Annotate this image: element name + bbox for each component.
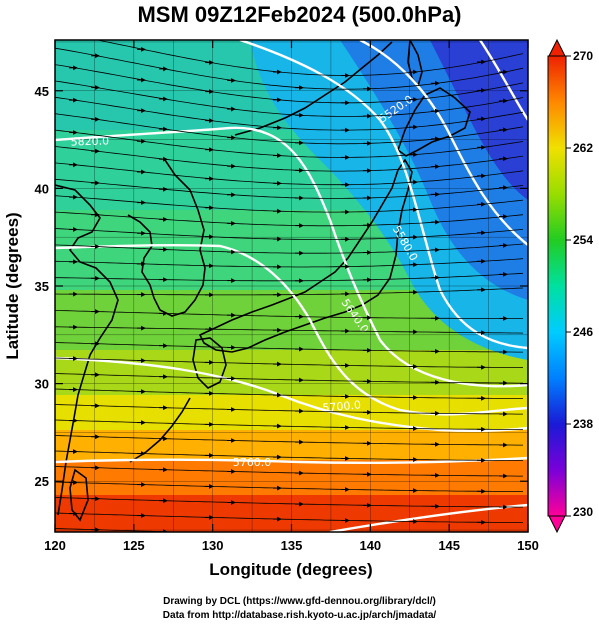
streamline — [55, 419, 523, 430]
streamline — [55, 388, 523, 399]
streamline — [55, 450, 523, 461]
contour-label: 5700.0 — [322, 398, 361, 414]
contour-line — [55, 243, 528, 416]
streamline — [55, 497, 523, 508]
honshu-coast — [198, 158, 413, 353]
streamline — [55, 178, 524, 199]
streamline — [55, 404, 523, 415]
contour-label: 5760.0 — [233, 456, 272, 469]
colorbar-label: 270 — [573, 49, 593, 63]
streamline — [55, 211, 524, 227]
wind-streamlines — [55, 40, 524, 532]
contour-line — [55, 356, 528, 433]
contour-line — [359, 40, 528, 246]
y-axis-title: Latitude (degrees) — [3, 212, 22, 359]
credit-data: Data from http://database.rish.kyoto-u.a… — [162, 610, 437, 621]
streamline — [55, 96, 524, 131]
streamline — [55, 310, 523, 319]
x-axis: 120 125 130 135 140 145 150 — [44, 40, 539, 553]
y-tick-label: 35 — [35, 279, 49, 294]
streamline — [55, 80, 524, 117]
x-tick-label: 145 — [438, 538, 460, 553]
streamline — [95, 40, 524, 76]
colorbar-scale — [547, 55, 567, 517]
streamline — [55, 272, 524, 282]
streamline — [55, 528, 191, 532]
y-tick-label: 45 — [35, 84, 49, 99]
colorbar-label: 230 — [573, 505, 593, 519]
colorbar-label: 246 — [573, 325, 593, 339]
y-axis: 25 30 35 40 45 — [35, 84, 528, 489]
contour-line — [239, 40, 528, 350]
map-title: MSM 09Z12Feb2024 (500.0hPa) — [137, 2, 462, 27]
colorbar-labels: 270 262 254 246 238 230 — [566, 49, 593, 519]
streamline — [55, 342, 523, 353]
streamline — [55, 64, 524, 104]
y-tick-label: 30 — [35, 377, 49, 392]
streamline — [55, 357, 523, 368]
contour-label: 5820.0 — [70, 134, 109, 148]
colorbar: 270 262 254 246 238 230 — [547, 38, 593, 534]
credit-drawing: Drawing by DCL (https://www.gfd-dennou.o… — [163, 596, 436, 607]
colorbar-min-triangle — [548, 515, 566, 534]
streamline — [55, 326, 524, 334]
streamline — [55, 481, 523, 492]
colorbar-label: 238 — [573, 417, 593, 431]
streamline — [55, 47, 524, 90]
contour-line — [479, 40, 528, 121]
contour-line — [55, 126, 528, 388]
y-tick-label: 40 — [35, 181, 49, 196]
streamline — [55, 228, 524, 240]
streamline — [55, 466, 523, 477]
taiwan-coast — [69, 468, 89, 522]
streamline — [55, 195, 524, 213]
russia-coast — [234, 41, 393, 136]
x-tick-label: 120 — [44, 538, 66, 553]
x-axis-title: Longitude (degrees) — [209, 560, 372, 579]
x-tick-label: 140 — [359, 538, 381, 553]
x-tick-label: 130 — [202, 538, 224, 553]
colorbar-label: 254 — [573, 233, 593, 247]
y-tick-label: 25 — [35, 474, 49, 489]
streamline — [55, 512, 523, 523]
streamline — [55, 258, 524, 268]
contour-line — [55, 456, 528, 464]
streamline — [55, 113, 524, 145]
china-coast — [55, 184, 119, 516]
colorbar-max-triangle — [548, 38, 566, 57]
x-tick-label: 125 — [123, 538, 145, 553]
hokkaido-coast — [397, 87, 471, 157]
colorbar-label: 262 — [573, 141, 593, 155]
x-tick-label: 135 — [281, 538, 303, 553]
streamline — [55, 146, 524, 172]
kyushu-coast — [192, 337, 227, 389]
streamline — [55, 435, 523, 446]
streamline — [55, 243, 524, 254]
streamline — [55, 373, 523, 384]
streamline — [55, 287, 524, 296]
x-tick-label: 150 — [517, 538, 539, 553]
streamline — [55, 162, 524, 186]
streamline — [55, 129, 524, 158]
